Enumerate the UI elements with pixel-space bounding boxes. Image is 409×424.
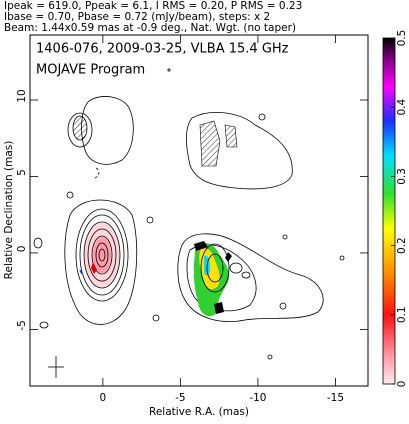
y-tick-label: 0	[16, 246, 28, 253]
header-line: Ibase = 0.70, Pbase = 0.72 (mJy/beam), s…	[4, 11, 270, 23]
header-line: Beam: 1.44x0.59 mas at -0.9 deg., Nat. W…	[4, 22, 296, 34]
plot-title: 1406-076, 2009-03-25, VLBA 15.4 GHz	[36, 42, 289, 57]
colorbar-tick-label: 0.1	[396, 306, 408, 323]
colorbar-tick-label: 0.5	[396, 30, 408, 47]
contour-map	[33, 68, 345, 378]
x-tick-label: -10	[249, 392, 266, 404]
plot-subtitle: MOJAVE Program	[36, 63, 145, 78]
y-tick-label: -5	[16, 320, 28, 330]
x-tick-label: 0	[100, 392, 107, 404]
colorbar-tick-label: 0.4	[396, 99, 408, 116]
colorbar-tick-label: 0	[396, 381, 408, 388]
colorbar	[382, 37, 396, 385]
colorbar-tick-label: 0.2	[396, 237, 408, 254]
y-axis-label: Relative Declination (mas)	[3, 141, 15, 280]
x-tick-label: -15	[327, 392, 344, 404]
x-tick-label: -5	[175, 392, 185, 404]
colorbar-tick-label: 0.3	[396, 168, 408, 185]
x-axis-label: Relative R.A. (mas)	[149, 406, 249, 418]
y-tick-label: 10	[16, 89, 28, 102]
plot-frame	[29, 34, 369, 387]
header-line: Ipeak = 619.0, Ppeak = 6.1, I RMS = 0.20…	[4, 0, 302, 12]
y-tick-label: 5	[16, 169, 28, 176]
